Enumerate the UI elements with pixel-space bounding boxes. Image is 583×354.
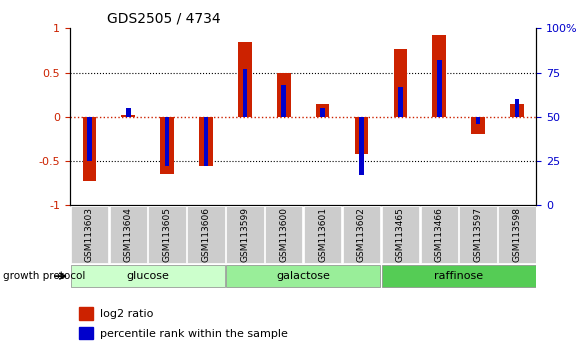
Bar bbox=[398, 87, 403, 117]
Text: GSM113602: GSM113602 bbox=[357, 207, 366, 262]
Text: GSM113605: GSM113605 bbox=[163, 207, 171, 262]
Bar bbox=[121, 115, 135, 117]
Text: GSM113604: GSM113604 bbox=[124, 207, 133, 262]
Bar bbox=[199, 117, 213, 166]
FancyBboxPatch shape bbox=[187, 206, 224, 263]
Bar bbox=[316, 104, 329, 117]
Bar bbox=[476, 117, 480, 124]
Bar bbox=[515, 99, 519, 117]
Text: log2 ratio: log2 ratio bbox=[100, 309, 154, 319]
Text: percentile rank within the sample: percentile rank within the sample bbox=[100, 329, 288, 338]
Bar bbox=[471, 117, 485, 134]
Bar bbox=[433, 35, 446, 117]
FancyBboxPatch shape bbox=[382, 206, 419, 263]
Bar bbox=[510, 104, 524, 117]
Text: raffinose: raffinose bbox=[434, 271, 483, 281]
FancyBboxPatch shape bbox=[459, 206, 497, 263]
FancyBboxPatch shape bbox=[71, 206, 108, 263]
Bar bbox=[79, 307, 93, 320]
Text: GSM113465: GSM113465 bbox=[396, 207, 405, 262]
FancyBboxPatch shape bbox=[382, 265, 536, 287]
Text: GSM113599: GSM113599 bbox=[240, 207, 250, 262]
Text: GSM113598: GSM113598 bbox=[512, 207, 521, 262]
Text: GSM113606: GSM113606 bbox=[202, 207, 210, 262]
Bar bbox=[165, 117, 170, 166]
Text: GSM113601: GSM113601 bbox=[318, 207, 327, 262]
FancyBboxPatch shape bbox=[110, 206, 147, 263]
Text: growth protocol: growth protocol bbox=[3, 271, 85, 281]
FancyBboxPatch shape bbox=[226, 206, 264, 263]
Bar bbox=[359, 117, 364, 175]
Text: glucose: glucose bbox=[127, 271, 169, 281]
FancyBboxPatch shape bbox=[71, 265, 224, 287]
FancyBboxPatch shape bbox=[149, 206, 186, 263]
Bar bbox=[126, 108, 131, 117]
Text: GSM113600: GSM113600 bbox=[279, 207, 288, 262]
Bar bbox=[203, 117, 208, 166]
FancyBboxPatch shape bbox=[420, 206, 458, 263]
Text: GSM113597: GSM113597 bbox=[473, 207, 483, 262]
Bar bbox=[160, 117, 174, 175]
FancyBboxPatch shape bbox=[265, 206, 303, 263]
Bar bbox=[238, 42, 252, 117]
Text: GDS2505 / 4734: GDS2505 / 4734 bbox=[107, 12, 221, 26]
Bar bbox=[282, 85, 286, 117]
Text: galactose: galactose bbox=[276, 271, 330, 281]
Bar bbox=[83, 117, 96, 181]
FancyBboxPatch shape bbox=[304, 206, 341, 263]
Bar bbox=[394, 49, 407, 117]
Bar bbox=[437, 60, 441, 117]
FancyBboxPatch shape bbox=[226, 265, 380, 287]
Text: GSM113466: GSM113466 bbox=[435, 207, 444, 262]
Bar bbox=[354, 117, 368, 154]
Text: GSM113603: GSM113603 bbox=[85, 207, 94, 262]
Bar bbox=[243, 69, 247, 117]
Bar bbox=[320, 108, 325, 117]
Bar bbox=[277, 73, 290, 117]
FancyBboxPatch shape bbox=[343, 206, 380, 263]
FancyBboxPatch shape bbox=[498, 206, 536, 263]
Bar bbox=[87, 117, 92, 161]
Bar bbox=[79, 327, 93, 339]
